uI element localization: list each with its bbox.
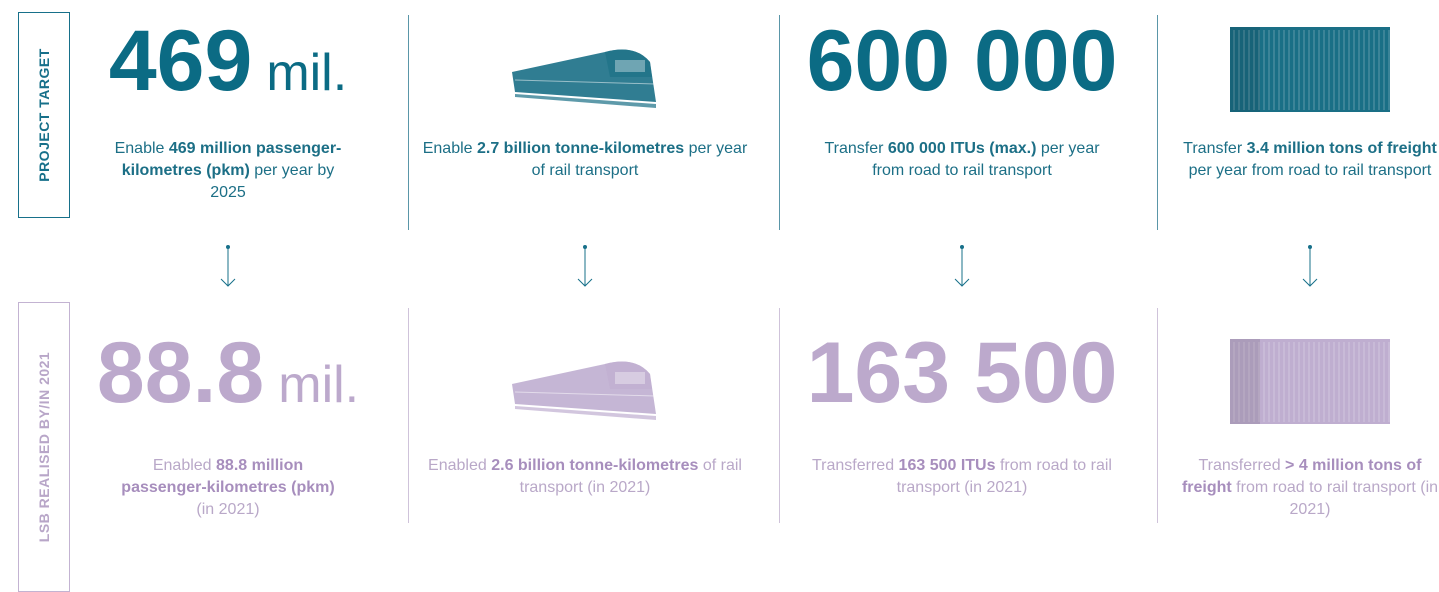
number: 88.8 [96,325,265,421]
container-image [1230,339,1390,424]
separator [1157,15,1158,230]
description-part: > 4 million tons of freight [1181,457,1422,496]
description: Transfer 3.4 million tons of freight per… [1180,138,1439,182]
description-part: per year from road to rail transport [872,140,1100,179]
description-part: 163 500 ITUs [898,457,996,474]
image [1140,330,1439,430]
big-number: 469 mil. [58,18,398,104]
description-part: per year from road to rail transport [1188,162,1432,179]
description-part: 2.6 billion tonne-kilometres [491,457,699,474]
big-number: 163 500 [792,330,1132,416]
description-part: 88.8 million passenger-kilometres (pkm) [121,457,335,496]
arrow-icon [577,245,593,287]
stat-cell: Enabled 2.6 billion tonne-kilometres of … [415,330,755,496]
separator [1157,308,1158,523]
description: Enabled 88.8 million passenger-kilometre… [113,455,343,521]
big-number: 600 000 [792,18,1132,104]
description-part: 469 million passenger-kilometres (pkm) [121,140,342,179]
row-label-box: PROJECT TARGET [18,12,70,218]
description: Transferred 163 500 ITUs from road to ra… [812,455,1112,499]
description-part: Transfer [824,140,888,157]
description-part: 600 000 ITUs (max.) [887,140,1037,157]
number: 469 [108,13,253,109]
description-part: Enable [422,140,477,157]
description-part: Transferred [1198,457,1286,474]
description-part: 3.4 million tons of freight [1246,140,1437,157]
number: 163 500 [806,325,1118,421]
description-part: per year by 2025 [210,162,335,201]
description: Transferred > 4 million tons of freight … [1180,455,1439,521]
stat-cell: Enable 2.7 billion tonne-kilometres per … [415,18,755,179]
image [1140,18,1439,118]
description-part: (in 2021) [196,501,260,518]
stat-cell: Transfer 3.4 million tons of freight per… [1140,18,1439,179]
train-image [512,49,656,108]
arrow [218,244,238,295]
description-part: from road to rail transport (in 2021) [1231,479,1439,518]
description: Transfer 600 000 ITUs (max.) per year fr… [812,138,1112,182]
description-part: Enabled [152,457,217,474]
image [415,330,755,430]
description-part: from road to rail transport (in 2021) [896,457,1112,496]
stat-cell: 600 000 Transfer 600 000 ITUs (max.) per … [792,18,1132,179]
number: 600 000 [806,13,1118,109]
separator [779,15,780,230]
container-image [1230,27,1390,112]
page: PROJECT TARGET LSB REALISED BY/IN 2021 4… [18,12,1439,592]
row-label: LSB REALISED BY/IN 2021 [36,351,52,543]
arrow-icon [954,245,970,287]
description: Enable 2.7 billion tonne-kilometres per … [420,138,750,182]
description-part: Enabled [428,457,492,474]
big-number: 88.8 mil. [58,330,398,416]
description-part: Transfer [1183,140,1247,157]
description-part: Transferred [812,457,899,474]
description: Enabled 2.6 billion tonne-kilometres of … [420,455,750,499]
description-part: of rail transport (in 2021) [519,457,742,496]
train-image [512,361,656,420]
unit: mil. [278,356,360,414]
description: Enable 469 million passenger-kilometres … [113,138,343,204]
stat-cell: 88.8 mil. Enabled 88.8 million passenger-k… [58,330,398,518]
separator [408,15,409,230]
separator [408,308,409,523]
arrow [575,244,595,295]
row-label: PROJECT TARGET [36,48,52,182]
description-part: 2.7 billion tonne-kilometres [476,140,685,157]
arrow-icon [1302,245,1318,287]
stat-cell: 163 500 Transferred 163 500 ITUs from roa… [792,330,1132,496]
stat-cell: Transferred > 4 million tons of freight … [1140,330,1439,518]
arrow-icon [220,245,236,287]
unit: mil. [266,44,348,102]
stat-cell: 469 mil. Enable 469 million passenger-kilo… [58,18,398,201]
arrow [952,244,972,295]
description-part: per year of rail transport [531,140,748,179]
separator [779,308,780,523]
image [415,18,755,118]
arrow [1300,244,1320,295]
description-part: Enable [114,140,169,157]
